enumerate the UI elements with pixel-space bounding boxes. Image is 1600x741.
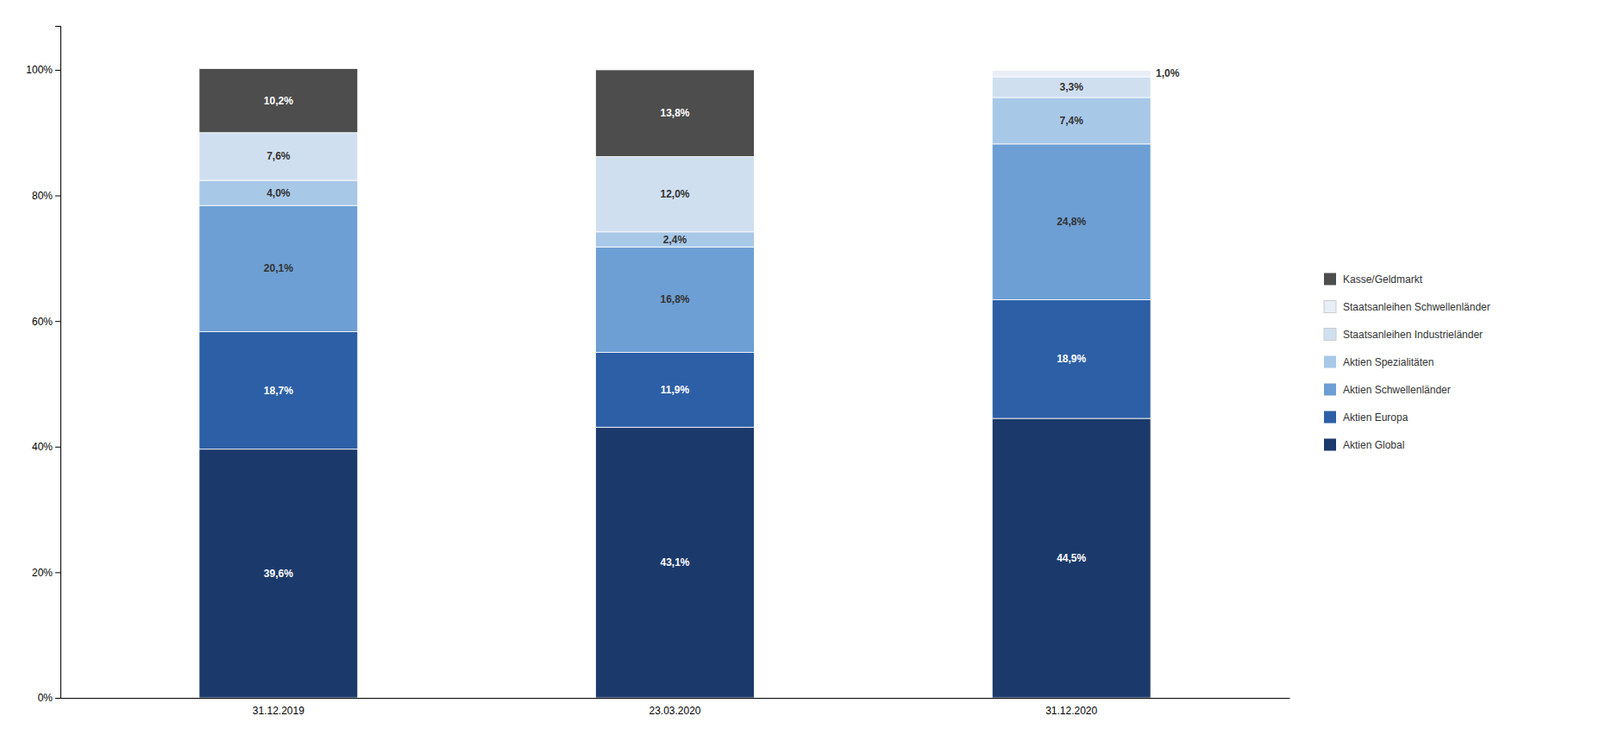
x-axis-line [61, 697, 1291, 699]
legend-label: Aktien Schwellenländer [1342, 383, 1451, 396]
data-label: 7,6% [266, 150, 291, 163]
bar-segment [596, 156, 755, 232]
y-tick-label: 60% [31, 315, 53, 328]
legend-item: Aktien Global [1323, 439, 1405, 452]
data-label: 11,9% [660, 383, 691, 396]
data-label: 39,6% [263, 567, 294, 580]
y-tick-label: 40% [31, 440, 53, 453]
y-tick: 80% [31, 189, 61, 202]
data-label: 20,1% [263, 262, 294, 275]
bar-segment [596, 232, 755, 247]
bar-segment [199, 132, 358, 181]
y-tick: 40% [31, 440, 61, 453]
data-label: 43,1% [659, 556, 690, 569]
bar-segment [991, 299, 1151, 419]
y-tick-mark [55, 320, 61, 322]
y-tick-label: 100% [25, 63, 53, 76]
data-label: 18,7% [263, 384, 294, 397]
legend-label: Kasse/Geldmarkt [1342, 273, 1424, 286]
x-tick-label: 31.12.2019 [252, 704, 305, 717]
legend-label: Aktien Europa [1342, 411, 1409, 424]
y-tick-mark [55, 697, 61, 699]
series [199, 69, 755, 157]
legend-label: Staatsanleihen Industrieländer [1342, 328, 1483, 341]
bar-segment [991, 144, 1151, 301]
y-axis-line [55, 26, 62, 699]
bar-segment [991, 97, 1151, 145]
bar-segment [596, 69, 755, 157]
x-axis: 31.12.2019 23.03.2020 31.12.2020 [61, 698, 1291, 717]
y-tick-mark [55, 69, 61, 71]
legend-swatch [1323, 439, 1337, 452]
y-tick: 20% [31, 566, 61, 579]
bar-segment [199, 332, 358, 450]
data-label: 1,0% [1155, 67, 1180, 80]
bar-segment [991, 76, 1151, 98]
data-label: 4,0% [266, 187, 291, 200]
y-tick-label: 80% [31, 189, 53, 202]
legend-label: Aktien Global [1342, 439, 1405, 452]
legend-swatch [1323, 356, 1337, 369]
legend-item: Aktien Europa [1323, 411, 1409, 424]
data-label: 7,4% [1059, 114, 1084, 127]
legend-label: Aktien Spezialitäten [1342, 356, 1434, 369]
bar-segment [199, 449, 358, 698]
data-label: 3,3% [1059, 81, 1084, 94]
series [199, 418, 1151, 698]
y-tick: 60% [31, 315, 61, 328]
data-label: 24,8% [1056, 215, 1086, 228]
bar-segment [199, 180, 358, 206]
data-label: 12,0% [659, 188, 690, 201]
legend-item: Staatsanleihen Schwellenländer [1323, 301, 1491, 314]
y-tick-label: 20% [31, 566, 53, 579]
bar-segment [596, 352, 755, 428]
legend-swatch [1323, 328, 1337, 341]
y-tick: 100% [25, 63, 61, 76]
y-tick-mark [55, 446, 61, 448]
bar-segment [199, 205, 358, 332]
legend-swatch [1323, 273, 1337, 286]
y-tick-label: 0% [37, 691, 54, 704]
data-label: 13,8% [659, 106, 690, 120]
x-tick: 31.12.2020 [1045, 704, 1098, 717]
data-label: 10,2% [263, 94, 294, 107]
bar-segment [991, 418, 1151, 698]
x-tick-label: 31.12.2020 [1045, 704, 1098, 717]
bar-segment [199, 69, 358, 133]
legend-item: Kasse/Geldmarkt [1323, 273, 1424, 286]
data-label: 2,4% [663, 233, 688, 246]
legend: Kasse/Geldmarkt Staatsanleihen Schwellenl… [1323, 273, 1491, 452]
x-tick: 23.03.2020 [648, 704, 701, 717]
data-label: 44,5% [1056, 552, 1086, 565]
series [991, 70, 1151, 77]
legend-item: Staatsanleihen Industrieländer [1323, 328, 1483, 341]
x-tick: 31.12.2019 [252, 704, 305, 717]
data-labels: 39,6% 43,1% 44,5% 18,7% 11,9% 18,9% 20,1% 16,8%… [263, 67, 1180, 580]
y-tick-mark [55, 195, 61, 197]
legend-label: Staatsanleihen Schwellenländer [1342, 301, 1491, 314]
legend-swatch [1323, 301, 1337, 314]
bars [199, 69, 1151, 698]
bar-segment [991, 70, 1151, 77]
legend-item: Aktien Spezialitäten [1323, 356, 1434, 369]
chart: 0%20%40%60%80%100%31.12.201923.03.202031… [0, 0, 1600, 741]
bar-segment [991, 69, 1151, 71]
plot: 0%20%40%60%80%100%31.12.201923.03.202031… [25, 26, 1290, 717]
legend-item: Aktien Schwellenländer [1323, 383, 1451, 396]
x-tick-label: 23.03.2020 [648, 704, 701, 717]
legend-swatch [1323, 383, 1337, 396]
data-label: 18,9% [1056, 352, 1086, 365]
legend-swatch [1323, 411, 1337, 424]
bar-segment [596, 246, 755, 352]
y-axis: 0% 20% 40% 60% 80% 100% [25, 26, 61, 705]
y-tick: 0% [37, 691, 61, 704]
data-label: 16,8% [659, 293, 690, 306]
bar-segment [596, 426, 755, 698]
y-tick-mark [55, 571, 61, 573]
